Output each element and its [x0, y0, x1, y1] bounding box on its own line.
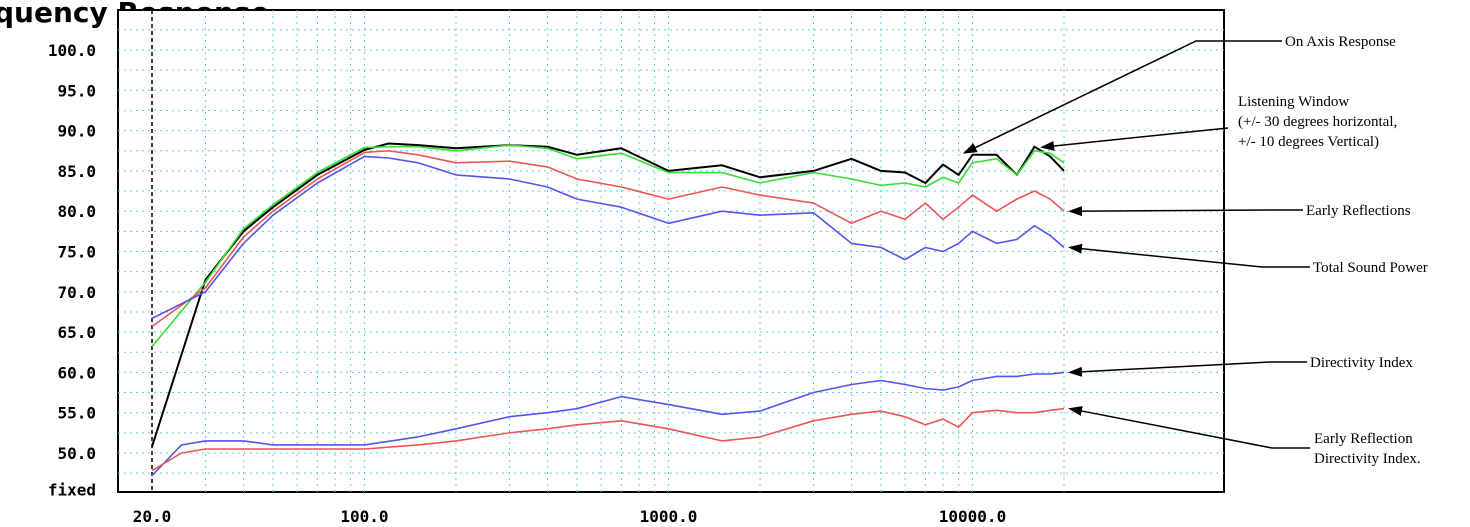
annotation-arrow: [1068, 206, 1303, 217]
x-tick-label: 10000.0: [939, 507, 1006, 526]
series-line-5: [151, 407, 1065, 472]
annotation-label: +/- 10 degrees Vertical): [1238, 134, 1379, 150]
y-tick-label: 50.0: [57, 444, 96, 463]
series-line-3: [151, 155, 1065, 320]
y-tick-label: 60.0: [57, 363, 96, 382]
x-tick-label: 100.0: [340, 507, 388, 526]
annotation-label: Listening Window: [1238, 94, 1349, 110]
annotation-label: Total Sound Power: [1313, 260, 1428, 276]
annotation-arrow: [1068, 361, 1307, 377]
annotation-arrow: [1068, 406, 1310, 449]
annotations: On Axis Response Listening Window (+/- 30 …: [962, 34, 1428, 467]
series-line-2: [151, 150, 1065, 328]
y-tick-label: 65.0: [57, 323, 96, 342]
tick-labels: 100.0 95.0 90.0 85.0 80.0 75.0 70.0 65.0 60.0 55.…: [48, 41, 1006, 526]
y-tick-label: 75.0: [57, 243, 96, 262]
y-tick-label: 90.0: [57, 122, 96, 141]
series-line-4: [151, 371, 1065, 477]
annotation-arrow: [1068, 243, 1310, 268]
annotation-label: Directivity Index: [1310, 355, 1413, 371]
y-tick-label: 55.0: [57, 404, 96, 423]
annotation-arrow: [962, 40, 1282, 154]
annotation-label: (+/- 30 degrees horizontal,: [1238, 114, 1397, 130]
series-group: [151, 142, 1065, 477]
series-line-1: [151, 144, 1065, 348]
y-tick-label: 80.0: [57, 202, 96, 221]
series-line-0: [151, 142, 1065, 447]
annotation-arrow: [1040, 127, 1229, 151]
annotation-label: Early Reflection: [1314, 431, 1413, 447]
y-tick-label: 70.0: [57, 283, 96, 302]
annotation-label: On Axis Response: [1285, 34, 1396, 50]
x-tick-label: 20.0: [133, 507, 172, 526]
x-tick-label: 1000.0: [640, 507, 698, 526]
annotation-label: Directivity Index.: [1314, 451, 1421, 467]
annotation-label: Early Reflections: [1306, 203, 1411, 219]
y-tick-label: 100.0: [48, 41, 96, 60]
y-tick-label: 95.0: [57, 81, 96, 100]
y-tick-label: 85.0: [57, 162, 96, 181]
y-axis-scale-label: fixed: [48, 480, 96, 499]
